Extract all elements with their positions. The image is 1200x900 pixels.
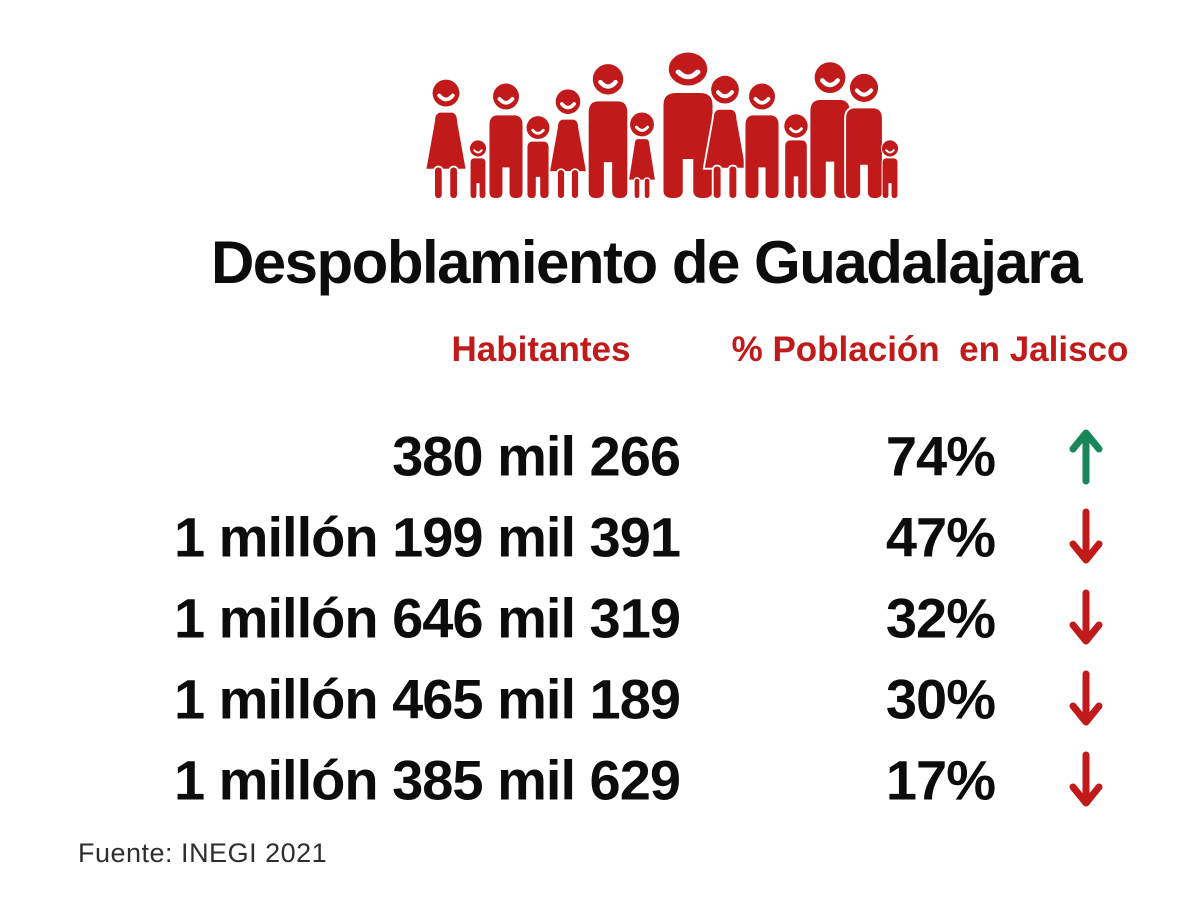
trend-down-icon bbox=[1058, 577, 1114, 658]
column-header-habitantes: Habitantes bbox=[451, 330, 631, 369]
source-note: Fuente: INEGI 2021 bbox=[78, 838, 328, 868]
column-headers: Habitantes % Población en Jalisco bbox=[0, 330, 1200, 374]
table-row: 1 millón 199 mil 391 47% bbox=[0, 496, 1200, 577]
table-row: 380 mil 266 74% bbox=[0, 415, 1200, 496]
trend-down-icon bbox=[1058, 658, 1114, 739]
porcentaje-value: 74% bbox=[885, 424, 996, 487]
column-header-poblacion-jalisco: % Población en Jalisco bbox=[731, 330, 1129, 369]
porcentaje-value: 17% bbox=[885, 748, 996, 811]
trend-down-icon bbox=[1058, 496, 1114, 577]
habitantes-value: 1 millón 385 mil 629 bbox=[173, 748, 681, 811]
habitantes-value: 1 millón 199 mil 391 bbox=[173, 505, 681, 568]
data-table: 380 mil 266 74% 1 millón 199 mil 391 47%… bbox=[0, 415, 1200, 820]
trend-down-icon bbox=[1058, 739, 1114, 820]
trend-up-icon bbox=[1058, 415, 1114, 496]
porcentaje-value: 32% bbox=[885, 586, 996, 649]
porcentaje-value: 47% bbox=[885, 505, 996, 568]
habitantes-value: 380 mil 266 bbox=[392, 424, 681, 487]
habitantes-value: 1 millón 646 mil 319 bbox=[173, 586, 681, 649]
page-title: Despoblamiento de Guadalajara bbox=[210, 229, 1083, 296]
table-row: 1 millón 646 mil 319 32% bbox=[0, 577, 1200, 658]
porcentaje-value: 30% bbox=[885, 667, 996, 730]
table-row: 1 millón 385 mil 629 17% bbox=[0, 739, 1200, 820]
table-row: 1 millón 465 mil 189 30% bbox=[0, 658, 1200, 739]
crowd-of-people-icon bbox=[424, 34, 900, 206]
habitantes-value: 1 millón 465 mil 189 bbox=[173, 667, 681, 730]
